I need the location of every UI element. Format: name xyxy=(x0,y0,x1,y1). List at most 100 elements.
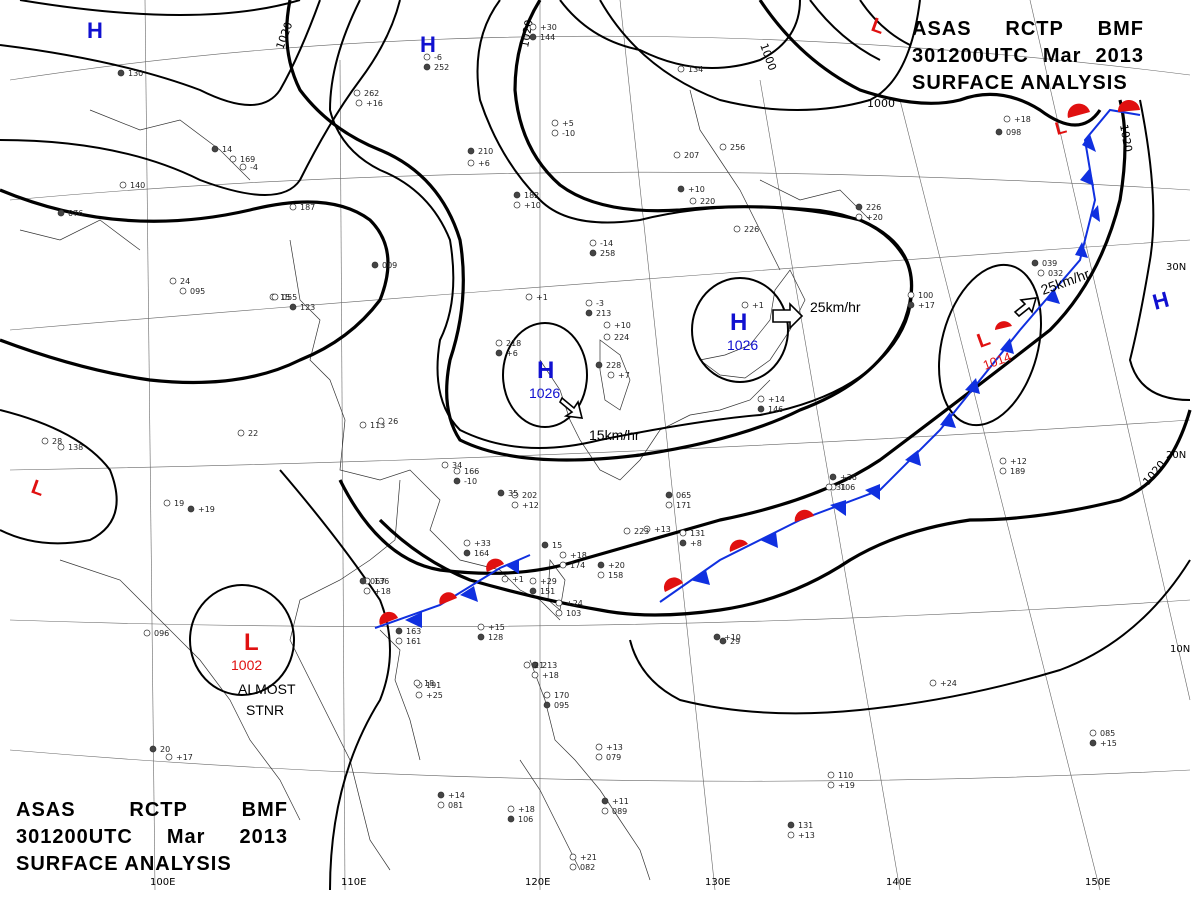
station-circle-icon xyxy=(149,745,157,753)
station-circle-icon xyxy=(179,287,187,295)
station-obs-value: 055 xyxy=(282,293,297,302)
station-obs-value: 191 xyxy=(426,681,441,690)
longitude-label: 140E xyxy=(886,877,911,888)
station-circle-icon xyxy=(679,539,687,547)
station-obs-value: +33 xyxy=(474,539,491,548)
header-line-1: ASAS RCTP BMF xyxy=(912,16,1144,43)
station-circle-icon xyxy=(601,807,609,815)
station-obs-value: +30 xyxy=(540,23,557,32)
header-product: ASAS xyxy=(912,18,972,40)
station-circle-icon xyxy=(607,371,615,379)
high-pressure-label: H xyxy=(87,18,103,43)
station-obs-value: +8 xyxy=(690,539,702,548)
station-circle-icon xyxy=(441,461,449,469)
station-obs-value: 224 xyxy=(614,333,629,342)
station-circle-icon xyxy=(597,561,605,569)
station-obs-value: 067 xyxy=(370,577,385,586)
station-circle-icon xyxy=(787,821,795,829)
station-obs-value: 28 xyxy=(52,437,62,446)
station-obs-value: +19 xyxy=(838,781,855,790)
station-obs-value: +24 xyxy=(940,679,957,688)
station-obs-value: 113 xyxy=(370,421,385,430)
station-circle-icon xyxy=(371,261,379,269)
station-circle-icon xyxy=(511,491,519,499)
station-obs-value: +10 xyxy=(688,185,705,194)
station-obs-value: 169 xyxy=(240,155,255,164)
station-obs-value: 095 xyxy=(554,701,569,710)
station-obs-value: 138 xyxy=(68,443,83,452)
station-obs-value: +1 xyxy=(512,575,524,584)
station-circle-icon xyxy=(529,23,537,31)
station-circle-icon xyxy=(1003,115,1011,123)
station-obs-value: +18 xyxy=(518,805,535,814)
header-year: 2013 xyxy=(1095,45,1144,67)
station-circle-icon xyxy=(359,577,367,585)
station-obs-value: 171 xyxy=(676,501,691,510)
station-obs-value: 163 xyxy=(406,627,421,636)
header-product: ASAS xyxy=(16,799,76,821)
station-circle-icon xyxy=(1031,259,1039,267)
motion-arrows xyxy=(559,297,1038,419)
station-circle-icon xyxy=(453,477,461,485)
header-center: RCTP xyxy=(1005,18,1064,40)
station-obs-value: 14 xyxy=(222,145,232,154)
station-circle-icon xyxy=(829,473,837,481)
station-circle-icon xyxy=(907,301,915,309)
station-obs-value: 35 xyxy=(508,489,518,498)
station-obs-value: 182 xyxy=(524,191,539,200)
station-obs-value: -10 xyxy=(464,477,477,486)
station-circle-icon xyxy=(569,853,577,861)
station-obs-value: 226 xyxy=(744,225,759,234)
station-obs-value: +1 xyxy=(536,293,548,302)
station-obs-value: -14 xyxy=(600,239,613,248)
station-circle-icon xyxy=(555,609,563,617)
station-circle-icon xyxy=(239,163,247,171)
station-circle-icon xyxy=(757,405,765,413)
station-circle-icon xyxy=(507,805,515,813)
station-circle-icon xyxy=(589,249,597,257)
longitude-label: 130E xyxy=(705,877,730,888)
station-obs-value: 106 xyxy=(840,483,855,492)
isobar-label: 1000 xyxy=(867,97,895,110)
station-circle-icon xyxy=(463,539,471,547)
station-obs-value: +20 xyxy=(608,561,625,570)
station-circle-icon xyxy=(677,65,685,73)
station-obs-value: 032 xyxy=(1048,269,1063,278)
station-circle-icon xyxy=(467,159,475,167)
station-circle-icon xyxy=(463,549,471,557)
station-obs-value: -10 xyxy=(562,129,575,138)
high-pressure-label: H xyxy=(537,357,554,384)
station-circle-icon xyxy=(119,181,127,189)
station-circle-icon xyxy=(495,349,503,357)
station-circle-icon xyxy=(603,333,611,341)
station-circle-icon xyxy=(543,701,551,709)
stationary-front xyxy=(659,108,1141,603)
station-obs-value: +1 xyxy=(752,301,764,310)
station-obs-value: 146 xyxy=(768,405,783,414)
station-circle-icon xyxy=(413,679,421,687)
station-obs-value: 218 xyxy=(506,339,521,348)
station-obs-value: +7 xyxy=(618,371,630,380)
longitude-label: 100E xyxy=(150,877,175,888)
station-circle-icon xyxy=(1089,729,1097,737)
station-obs-value: +12 xyxy=(522,501,539,510)
station-circle-icon xyxy=(477,623,485,631)
station-circle-icon xyxy=(559,561,567,569)
motion-speed-label: 15km/hr xyxy=(589,427,640,443)
station-obs-value: 174 xyxy=(570,561,585,570)
station-circle-icon xyxy=(531,671,539,679)
header-time: 301200UTC xyxy=(16,826,133,848)
station-circle-icon xyxy=(511,501,519,509)
station-circle-icon xyxy=(677,185,685,193)
station-circle-icon xyxy=(679,529,687,537)
station-obs-value: 128 xyxy=(488,633,503,642)
high-pressure-label: H xyxy=(420,32,436,57)
map-header-top: ASAS RCTP BMF 301200UTC Mar 2013 SURFACE… xyxy=(912,16,1144,97)
station-circle-icon xyxy=(437,791,445,799)
station-circle-icon xyxy=(601,797,609,805)
latitude-label: 10N xyxy=(1170,644,1190,655)
station-circle-icon xyxy=(169,277,177,285)
station-circle-icon xyxy=(827,771,835,779)
frontal-systems xyxy=(374,99,1141,629)
